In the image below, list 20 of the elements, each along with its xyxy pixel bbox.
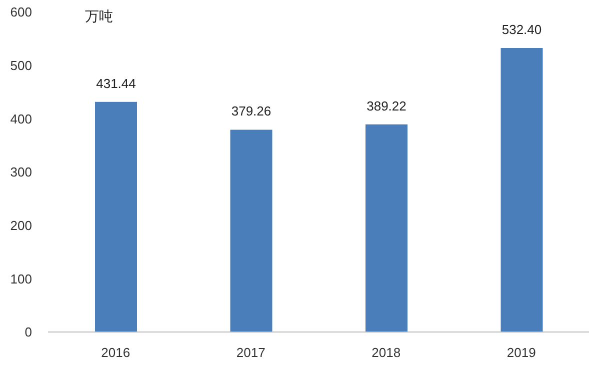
data-label: 379.26 <box>231 104 272 119</box>
bar <box>366 124 408 332</box>
data-label: 431.44 <box>96 76 136 91</box>
bar <box>95 102 137 332</box>
y-tick-label: 0 <box>24 324 32 340</box>
y-tick-label: 100 <box>10 271 32 286</box>
y-tick-label: 400 <box>10 111 32 126</box>
x-tick-label: 2016 <box>101 345 130 360</box>
data-label: 389.22 <box>366 98 406 114</box>
bar <box>500 48 543 332</box>
y-axis-title: 万吨 <box>85 8 113 24</box>
x-tick-label: 2017 <box>236 345 266 360</box>
y-tick-label: 300 <box>10 164 32 180</box>
data-label: 532.40 <box>502 22 542 38</box>
y-tick-label: 600 <box>10 4 32 20</box>
x-tick-label: 2018 <box>372 345 401 360</box>
x-tick-label: 2019 <box>506 345 536 360</box>
bar <box>230 130 272 332</box>
y-tick-label: 500 <box>10 58 32 73</box>
y-tick-label: 200 <box>10 218 32 233</box>
